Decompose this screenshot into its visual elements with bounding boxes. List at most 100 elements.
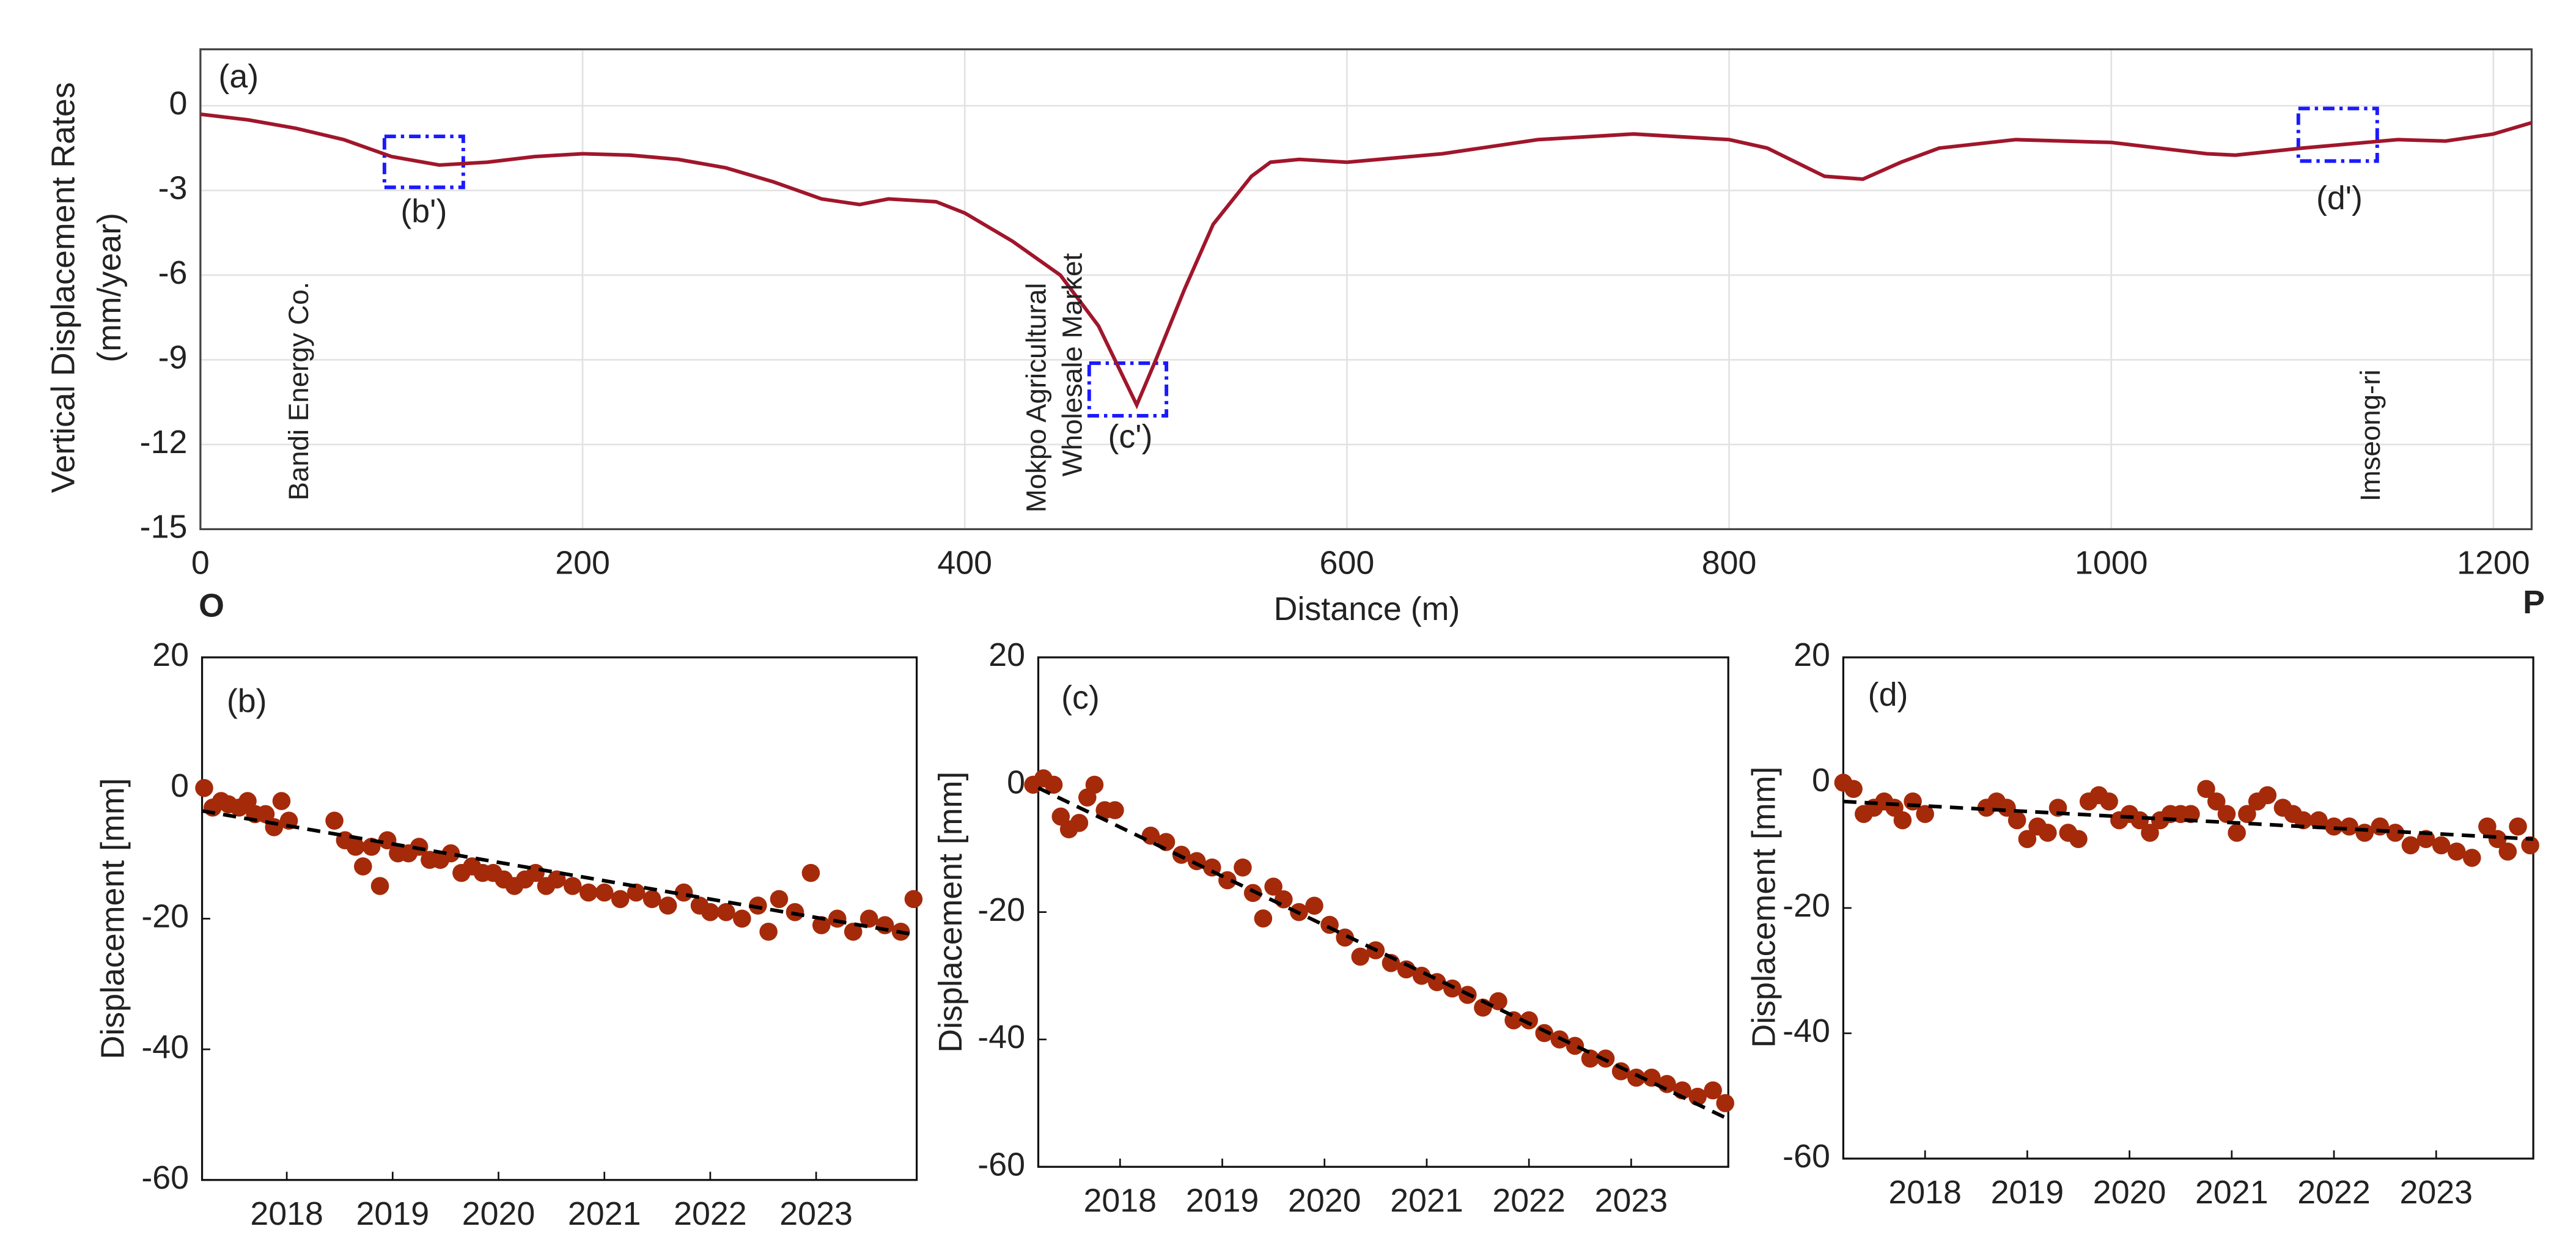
point bbox=[770, 890, 789, 909]
x-tick-label: 2022 bbox=[2297, 1174, 2371, 1211]
point bbox=[595, 883, 614, 902]
y-tick-label: -15 bbox=[140, 509, 188, 545]
point bbox=[611, 890, 630, 909]
point bbox=[2228, 824, 2246, 842]
point bbox=[2130, 811, 2149, 830]
point bbox=[1351, 947, 1370, 966]
point bbox=[801, 863, 820, 882]
y-tick-label: 0 bbox=[1007, 764, 1025, 801]
x-tick-label: 2021 bbox=[2195, 1174, 2269, 1211]
point bbox=[1489, 992, 1507, 1011]
point bbox=[2238, 805, 2256, 824]
point bbox=[2309, 811, 2328, 830]
trend-line bbox=[202, 809, 918, 937]
point bbox=[1998, 799, 2016, 817]
point bbox=[1264, 877, 1282, 896]
y-tick-label: -6 bbox=[158, 254, 188, 291]
point bbox=[1106, 801, 1124, 819]
y-tick-label: -9 bbox=[158, 339, 188, 376]
point bbox=[195, 778, 213, 797]
point bbox=[1566, 1036, 1584, 1055]
point bbox=[1581, 1049, 1600, 1068]
trend-line bbox=[1843, 799, 2534, 841]
point bbox=[579, 883, 598, 902]
point bbox=[563, 877, 582, 895]
y-tick-label: -40 bbox=[977, 1019, 1025, 1055]
x-tick-label: 800 bbox=[1702, 545, 1757, 582]
point bbox=[2069, 830, 2088, 848]
point bbox=[1688, 1087, 1707, 1106]
y-tick-label: -12 bbox=[140, 424, 188, 460]
point bbox=[2401, 836, 2420, 855]
y-axis-label: Displacement [mm] bbox=[932, 772, 969, 1053]
x-tick-label: 2018 bbox=[250, 1195, 323, 1232]
end-label: P bbox=[2523, 584, 2545, 621]
point bbox=[1916, 805, 1934, 824]
panel-label: (c) bbox=[1061, 679, 1100, 716]
axes-frame bbox=[1842, 656, 2534, 1160]
point bbox=[1716, 1094, 1735, 1112]
point bbox=[1844, 780, 1863, 799]
point bbox=[1254, 909, 1273, 928]
y-tick-label: -40 bbox=[1783, 1013, 1830, 1049]
y-tick-label: 20 bbox=[1794, 637, 1830, 673]
y-axis-label: Displacement [mm] bbox=[1745, 767, 1782, 1048]
point bbox=[658, 896, 677, 915]
point bbox=[1085, 775, 1104, 794]
point bbox=[1275, 890, 1293, 909]
point bbox=[2463, 849, 2481, 867]
point bbox=[1044, 775, 1063, 794]
point bbox=[272, 792, 291, 810]
panel-label: (b) bbox=[227, 683, 267, 720]
x-tick-label: 200 bbox=[555, 545, 610, 582]
point bbox=[1336, 928, 1354, 947]
point bbox=[2521, 836, 2539, 855]
point bbox=[441, 844, 460, 863]
y-tick-label: -20 bbox=[141, 898, 189, 935]
point bbox=[2207, 792, 2226, 811]
point bbox=[2258, 786, 2277, 805]
point bbox=[2141, 824, 2159, 842]
point bbox=[759, 922, 778, 941]
point bbox=[370, 877, 389, 895]
point bbox=[2432, 836, 2451, 855]
point bbox=[2100, 792, 2118, 811]
point bbox=[733, 909, 751, 928]
y-tick-label: -3 bbox=[158, 170, 188, 207]
point bbox=[717, 903, 735, 921]
point bbox=[2039, 824, 2057, 842]
x-tick-label: 2023 bbox=[1595, 1183, 1668, 1219]
x-tick-label: 1200 bbox=[2457, 545, 2530, 582]
box-label: (c') bbox=[1108, 418, 1153, 455]
y-tick-label: 20 bbox=[988, 637, 1025, 673]
point bbox=[1643, 1068, 1661, 1087]
site-label: Wholesale Market bbox=[1057, 253, 1088, 477]
x-tick-label: 2023 bbox=[779, 1195, 853, 1232]
end-label: O bbox=[199, 588, 224, 624]
x-tick-label: 2019 bbox=[1991, 1174, 2064, 1211]
point bbox=[627, 883, 646, 902]
axes-frame bbox=[201, 656, 918, 1181]
axes-frame bbox=[199, 48, 2533, 531]
point bbox=[346, 838, 365, 856]
point bbox=[354, 857, 372, 876]
y-tick-label: -20 bbox=[1783, 887, 1830, 924]
point bbox=[2498, 842, 2517, 861]
x-tick-label: 0 bbox=[191, 545, 210, 582]
x-tick-label: 2018 bbox=[1083, 1183, 1157, 1219]
point bbox=[859, 909, 878, 928]
y-tick-label: 0 bbox=[169, 85, 187, 122]
profile-line bbox=[200, 112, 2533, 410]
y-axis-label: Vertical Displacement Rates bbox=[45, 82, 82, 493]
point bbox=[1893, 811, 1912, 830]
point bbox=[325, 811, 344, 830]
y-tick-label: -60 bbox=[1783, 1138, 1830, 1175]
x-tick-label: 400 bbox=[937, 545, 992, 582]
y-tick-label: -60 bbox=[141, 1159, 189, 1196]
x-tick-label: 2021 bbox=[1390, 1183, 1463, 1219]
x-tick-label: 2018 bbox=[1888, 1174, 1962, 1211]
point bbox=[844, 922, 863, 941]
panel-label: (a) bbox=[218, 58, 259, 95]
